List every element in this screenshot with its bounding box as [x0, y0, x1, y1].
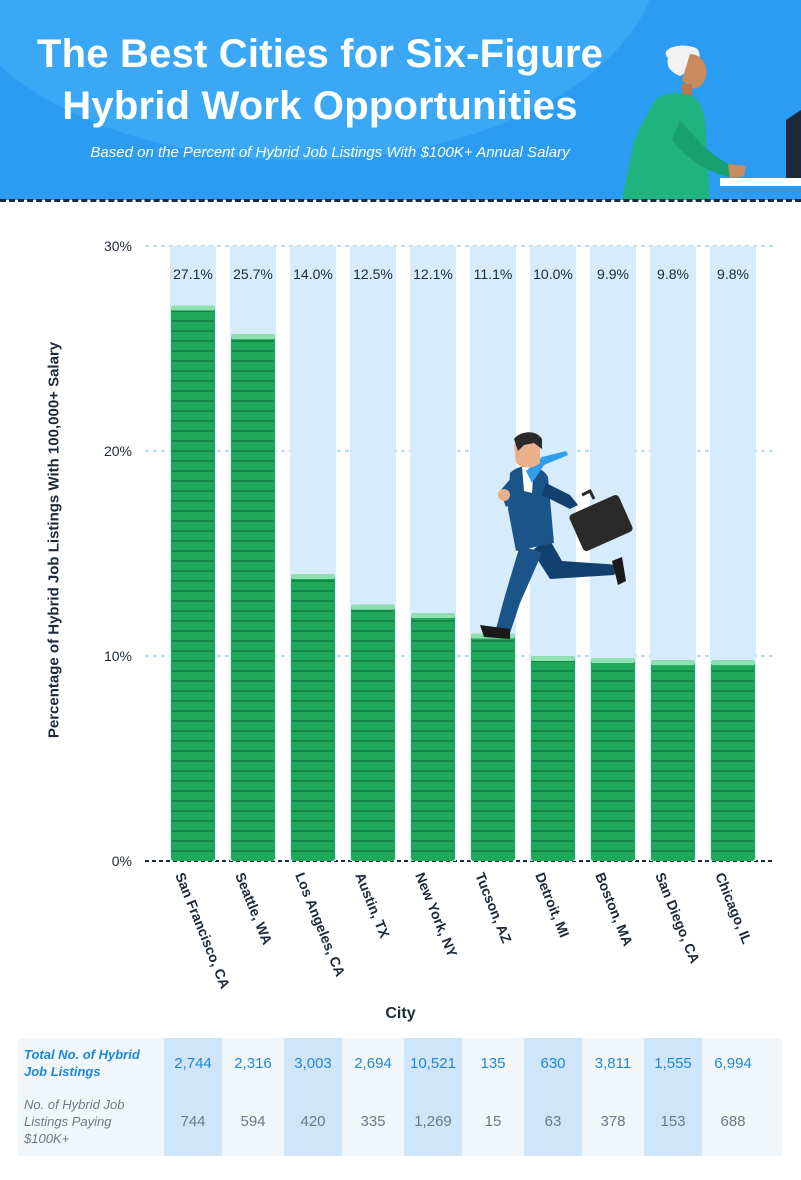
value-label: 25.7%: [233, 266, 273, 282]
bar: [351, 604, 395, 861]
y-tick-label: 10%: [104, 648, 132, 664]
woman-at-laptop-illustration: [622, 45, 801, 200]
x-axis-label: City: [385, 1005, 416, 1022]
y-tick-label: 0%: [112, 853, 132, 869]
bar: [171, 305, 215, 861]
bar-top: [351, 604, 395, 610]
y-tick-label: 30%: [104, 238, 132, 254]
x-tick-label: San Diego, CA: [652, 870, 703, 965]
page-title-line1: The Best Cities for Six-Figure: [36, 32, 604, 76]
bar: [531, 656, 575, 861]
value-label: 9.8%: [717, 266, 749, 282]
x-tick-label: Tucson, AZ: [472, 870, 515, 946]
bar: [471, 633, 515, 861]
table-cell-100k: 1,269: [414, 1113, 452, 1130]
table-cell-total: 3,811: [594, 1055, 632, 1072]
header-dashed-edge: [0, 199, 801, 202]
table-cell-total: 630: [540, 1055, 566, 1072]
table-cell-100k: 15: [484, 1113, 502, 1130]
table-cell-100k: 688: [720, 1113, 746, 1130]
value-label: 9.8%: [657, 266, 689, 282]
table-cell-100k: 63: [544, 1113, 562, 1130]
bar-top: [171, 305, 215, 311]
table-cell-total: 6,994: [714, 1055, 752, 1072]
bar-top: [531, 656, 575, 661]
value-label: 12.1%: [413, 266, 453, 282]
table-column-highlight: [644, 1038, 702, 1156]
bar-top: [291, 574, 335, 579]
x-tick-label: Austin, TX: [352, 870, 393, 941]
bar-top: [711, 660, 755, 666]
bar: [411, 612, 455, 861]
value-label: 10.0%: [533, 266, 573, 282]
table-cell-total: 135: [480, 1055, 506, 1072]
page-subtitle: Based on the Percent of Hybrid Job Listi…: [90, 144, 570, 161]
x-tick-label: Seattle, WA: [232, 870, 275, 947]
table-cell-100k: 335: [360, 1113, 386, 1130]
table-column-highlight: [164, 1038, 222, 1156]
bar-top: [231, 334, 275, 340]
header-banner: The Best Cities for Six-Figure Hybrid Wo…: [0, 0, 801, 200]
table-cell-100k: 420: [300, 1113, 326, 1130]
value-label: 12.5%: [353, 266, 393, 282]
table-cell-100k: 378: [600, 1113, 626, 1130]
x-tick-label: Boston, MA: [592, 870, 636, 948]
value-label: 11.1%: [474, 266, 513, 282]
table-cell-total: 3,003: [294, 1055, 332, 1072]
x-tick-label: San Francisco, CA: [172, 870, 233, 991]
bar-chart: 27.1% 25.7% 14.0% 12.5% 12.1% 11.1% 10.0% 9.9% 9…: [104, 238, 775, 991]
table-cell-total: 2,744: [174, 1055, 212, 1072]
value-label: 9.9%: [597, 266, 629, 282]
table-column-highlight: [404, 1038, 462, 1156]
businessman-running-illustration: [480, 432, 633, 639]
page-title-line2: Hybrid Work Opportunities: [62, 84, 578, 128]
table-cell-100k: 594: [240, 1113, 266, 1130]
table-column-highlight: [524, 1038, 582, 1156]
table-cell-100k: 153: [660, 1113, 686, 1130]
x-tick-label: New York, NY: [412, 870, 461, 960]
table-cell-total: 1,555: [654, 1055, 692, 1072]
bar-top: [651, 660, 695, 666]
table-cell-total: 2,694: [354, 1055, 392, 1072]
y-tick-label: 20%: [104, 443, 132, 459]
x-tick-label: Chicago, IL: [712, 870, 755, 946]
value-label: 27.1%: [173, 266, 213, 282]
y-axis-label-text: Percentage of Hybrid Job Listings With 1…: [45, 341, 63, 739]
table-cell-100k: 744: [180, 1113, 206, 1130]
table-cell-total: 10,521: [410, 1055, 456, 1072]
value-label: 14.0%: [293, 266, 333, 282]
table-column-highlight: [284, 1038, 342, 1156]
table-row-label-total: Total No. of Hybrid Job Listings: [24, 1047, 140, 1079]
table-row-label-100k: No. of Hybrid Job Listings Paying $100K+: [24, 1097, 125, 1146]
x-tick-label: Detroit, MI: [532, 870, 572, 939]
bar-top: [411, 612, 455, 618]
bar-top: [591, 658, 635, 664]
bar: [231, 334, 275, 861]
listings-table: Total No. of Hybrid Job Listings No. of …: [18, 1038, 782, 1156]
table-cell-total: 2,316: [234, 1055, 272, 1072]
bar: [291, 574, 335, 861]
x-tick-label: Los Angeles, CA: [292, 870, 348, 979]
